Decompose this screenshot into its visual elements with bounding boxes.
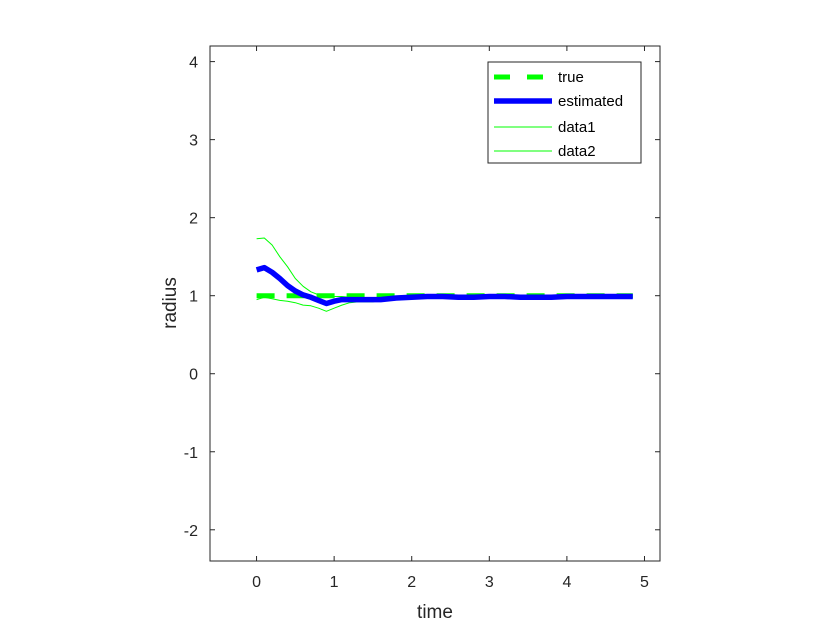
legend-label-data1: data1: [558, 119, 596, 136]
y-tick-label: 0: [189, 367, 198, 384]
y-tick-label: 2: [189, 211, 198, 228]
x-tick-label: 4: [562, 574, 571, 591]
x-tick-label: 5: [640, 574, 649, 591]
x-axis-label: time: [417, 602, 453, 623]
x-tick-label: 1: [330, 574, 339, 591]
legend-box: [487, 61, 642, 164]
y-tick-label: 1: [189, 289, 198, 306]
y-axis-label: radius: [160, 277, 181, 329]
y-tick-label: 4: [189, 55, 198, 72]
y-tick-label: -2: [184, 523, 198, 540]
legend-label-true: true: [558, 69, 584, 86]
axes-box: [209, 45, 661, 562]
y-tick-label: 3: [189, 133, 198, 150]
series-line-estimated: [255, 264, 633, 307]
x-tick-label: 2: [407, 574, 416, 591]
legend: true estimated data1 data2: [487, 61, 642, 164]
ticks: 0 1 2 3 4 5 -2 -1 0 1 2 3 4: [184, 46, 660, 591]
legend-label-estimated: estimated: [558, 93, 623, 110]
y-tick-label: -1: [184, 445, 198, 462]
x-tick-label: 3: [485, 574, 494, 591]
legend-label-data2: data2: [558, 143, 596, 160]
plot-lines: [255, 237, 633, 312]
x-tick-label: 0: [252, 574, 261, 591]
